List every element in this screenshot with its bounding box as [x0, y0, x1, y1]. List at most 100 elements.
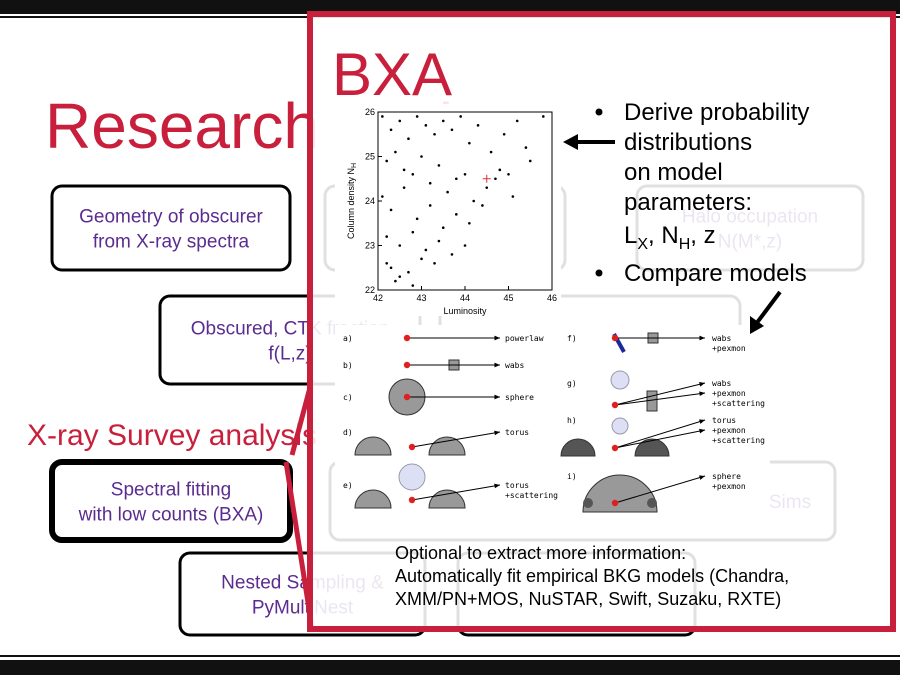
dome	[428, 489, 466, 509]
y-axis-label-main: Column density N	[346, 168, 356, 239]
model-id: g)	[567, 379, 577, 388]
scatter-point	[468, 141, 471, 145]
ray	[614, 419, 706, 449]
ray-head	[494, 430, 500, 436]
scatter-point	[407, 137, 410, 140]
scatter-point	[394, 279, 397, 283]
note-text: XMM/PN+MOS, NuSTAR, Swift, Suzaku, RXTE)	[395, 589, 781, 609]
y-tick-label: 25	[365, 152, 375, 162]
scatter-point	[428, 204, 432, 207]
scatter-point	[394, 150, 397, 154]
bullet-text: distributions	[624, 129, 752, 156]
model-label: +scattering	[712, 399, 765, 408]
y-tick-label: 24	[365, 196, 375, 206]
scatter-point	[398, 119, 402, 123]
scatter-point	[489, 150, 493, 154]
model-label: +pexmon	[712, 344, 746, 353]
scatter-point	[389, 208, 393, 212]
ray-head	[699, 335, 705, 341]
model-label: sphere	[505, 393, 534, 402]
scatter-point	[437, 239, 441, 243]
scatter-point	[389, 128, 393, 132]
scatter-point	[498, 168, 502, 172]
model-id: e)	[343, 481, 353, 490]
model-id: a)	[343, 334, 353, 343]
scatter-cloud	[611, 417, 629, 435]
param-text: , z	[690, 222, 715, 249]
y-tick-label: 23	[365, 241, 375, 251]
dome	[354, 436, 392, 456]
topic-text: with low counts (BXA)	[78, 505, 264, 526]
scatter-point	[502, 132, 506, 136]
scatter-point	[420, 155, 423, 158]
scatter-point	[511, 195, 515, 198]
ray-head	[699, 428, 705, 434]
topic-text: from X-ray spectra	[93, 232, 250, 253]
model-id: c)	[343, 393, 353, 402]
scatter-point	[407, 270, 410, 274]
y-tick-label: 26	[365, 107, 375, 117]
scatter-point	[411, 284, 415, 287]
model-label: +pexmon	[712, 389, 746, 398]
scatter-point	[411, 173, 415, 176]
scatter-point	[542, 115, 545, 118]
ray-head	[494, 483, 500, 489]
scatter-point	[381, 115, 384, 118]
x-axis-label: Luminosity	[443, 306, 487, 316]
scatter-point	[476, 124, 480, 127]
overlay-title: BXA	[332, 41, 452, 108]
topic-text: f(L,z)	[268, 344, 311, 365]
scatter-point	[528, 159, 532, 163]
ray	[614, 429, 706, 449]
ray	[614, 392, 706, 406]
ray-head	[699, 391, 705, 397]
model-label: wabs	[712, 334, 731, 343]
y-tick-label: 22	[365, 285, 375, 295]
model-label: torus	[505, 481, 529, 490]
model-id: h)	[567, 416, 577, 425]
arrow	[754, 290, 782, 326]
source	[403, 393, 411, 401]
scatter-point	[402, 186, 406, 189]
note-text: Automatically fit empirical BKG models (…	[395, 566, 789, 586]
bullet-text: parameters:	[624, 189, 752, 216]
scatter-point	[398, 275, 402, 278]
ray	[614, 475, 706, 504]
blob	[647, 498, 657, 508]
param-text: L	[624, 222, 637, 249]
scatter-point	[450, 253, 454, 256]
ray-head	[494, 394, 500, 400]
scatter-point	[450, 128, 454, 132]
source	[408, 443, 416, 451]
model-id: i)	[567, 472, 577, 481]
x-tick-label: 46	[547, 293, 557, 303]
scatter-point	[441, 119, 445, 123]
scatter-point	[463, 173, 467, 176]
bullet-dot	[595, 108, 603, 116]
scatter-point	[385, 262, 389, 265]
scatter-point	[398, 244, 402, 247]
scatter-point	[455, 213, 458, 216]
source	[611, 334, 619, 342]
scatter-point	[415, 217, 419, 221]
model-label: wabs	[505, 361, 524, 370]
blob	[583, 498, 593, 508]
ray	[411, 484, 501, 501]
scatter-point	[424, 124, 428, 127]
param-text: , N	[648, 222, 679, 249]
scatter-point	[411, 230, 415, 234]
scatter-point	[385, 235, 389, 238]
scatter-point	[415, 115, 419, 118]
ray	[614, 382, 706, 406]
scatter-point	[381, 195, 384, 198]
scatter-point	[524, 146, 528, 149]
top-bar	[0, 0, 900, 14]
y-axis-label: Column density NH	[346, 163, 358, 239]
model-label: torus	[712, 416, 736, 425]
dome	[560, 438, 596, 457]
ray-head	[699, 475, 705, 480]
bullet-params: LX, NH, z	[624, 222, 716, 253]
scatter-point	[441, 226, 445, 229]
ray-head	[494, 362, 500, 368]
